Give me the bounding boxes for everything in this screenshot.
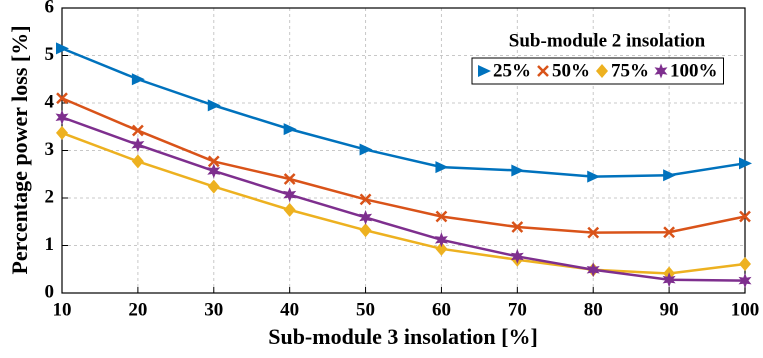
marker — [739, 257, 751, 272]
marker — [654, 63, 668, 79]
marker — [283, 123, 297, 136]
series-line — [61, 47, 746, 178]
marker — [537, 65, 549, 77]
series-line — [61, 97, 746, 234]
marker — [663, 169, 677, 182]
marker — [359, 223, 372, 238]
x-tick-label: 20 — [128, 299, 147, 320]
marker — [511, 221, 524, 233]
marker — [207, 163, 221, 179]
y-tick-label: 1 — [45, 234, 55, 255]
marker — [435, 241, 448, 256]
y-axis-label: Percentage power loss [%] — [7, 25, 32, 274]
x-tick-label: 50 — [356, 299, 375, 320]
marker — [435, 161, 449, 174]
y-tick-label: 6 — [45, 0, 55, 17]
marker — [55, 109, 69, 125]
marker — [56, 125, 68, 140]
marker — [435, 210, 448, 223]
marker — [283, 202, 296, 217]
x-tick-label: 100 — [731, 299, 760, 320]
x-tick-label: 10 — [53, 299, 72, 320]
plot-frame — [61, 7, 746, 294]
legend-label: 75% — [611, 60, 649, 81]
legend-label: 25% — [493, 60, 531, 81]
marker — [738, 273, 752, 289]
marker — [207, 179, 220, 194]
x-axis-label: Sub-module 3 insolation [%] — [268, 324, 538, 349]
marker — [283, 187, 297, 203]
marker — [434, 232, 448, 248]
y-tick-label: 3 — [45, 139, 55, 160]
marker — [511, 164, 525, 177]
marker — [207, 155, 220, 168]
marker — [359, 143, 373, 156]
marker — [56, 42, 69, 55]
marker — [207, 99, 221, 112]
x-tick-label: 30 — [204, 299, 223, 320]
marker — [283, 173, 296, 185]
x-tick-label: 90 — [660, 299, 679, 320]
legend-entry: 75% — [596, 60, 649, 81]
marker — [132, 124, 144, 137]
marker — [131, 73, 145, 86]
x-tick-label: 80 — [584, 299, 603, 320]
marker — [131, 137, 145, 153]
legend-entry: 25% — [478, 60, 531, 81]
legend-label: 50% — [552, 60, 590, 81]
marker — [56, 92, 68, 105]
marker — [478, 65, 491, 77]
marker — [359, 210, 373, 225]
marker — [596, 64, 608, 78]
x-tick-label: 60 — [432, 299, 451, 320]
marker — [663, 226, 675, 239]
marker — [587, 170, 601, 183]
series-line — [61, 131, 746, 275]
y-tick-label: 2 — [45, 186, 55, 207]
legend-title: Sub-module 2 insolation — [509, 30, 706, 51]
marker — [131, 154, 144, 169]
marker — [739, 210, 751, 223]
marker — [587, 226, 600, 239]
y-tick-label: 5 — [45, 44, 55, 65]
marker — [662, 272, 676, 288]
legend-entry: 50% — [537, 60, 590, 81]
legend-label: 100% — [670, 60, 718, 81]
x-tick-label: 70 — [508, 299, 527, 320]
marker — [359, 193, 372, 206]
marker — [510, 248, 524, 264]
series-line — [61, 116, 746, 282]
x-tick-label: 40 — [280, 299, 299, 320]
marker — [739, 157, 752, 170]
y-tick-label: 0 — [45, 281, 55, 302]
marker — [586, 262, 600, 278]
y-tick-label: 4 — [45, 91, 55, 112]
legend-entry: 100% — [654, 60, 718, 81]
